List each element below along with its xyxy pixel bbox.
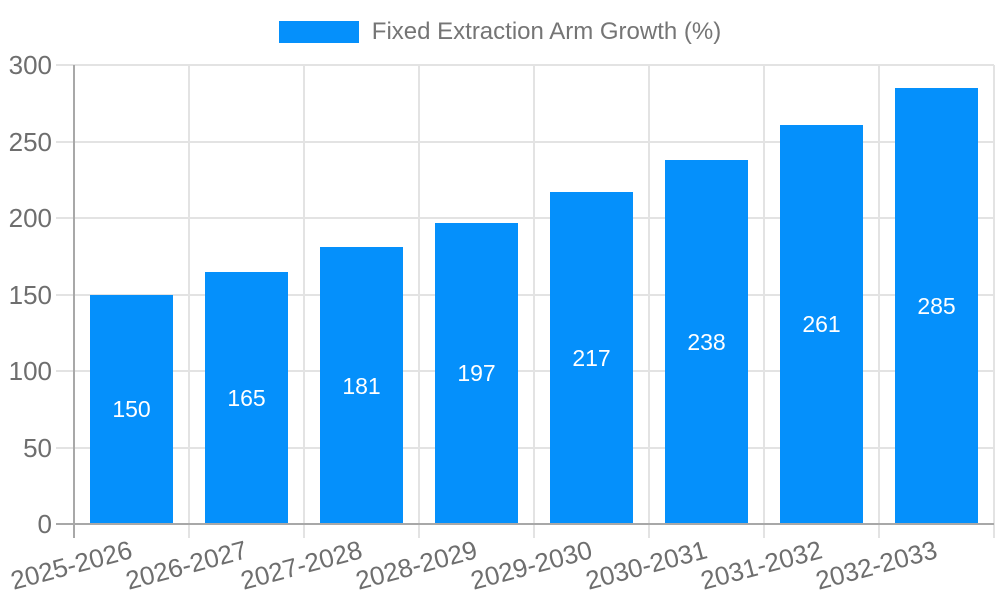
y-gridline <box>56 370 994 372</box>
x-gridline <box>648 65 650 538</box>
y-gridline <box>56 293 994 296</box>
x-axis-category-label: 2030-2031 <box>582 534 711 596</box>
chart-legend: Fixed Extraction Arm Growth (%) <box>0 18 1000 46</box>
y-axis-tick-label: 250 <box>8 126 52 157</box>
x-gridline <box>418 65 420 538</box>
legend-label[interactable]: Fixed Extraction Arm Growth (%) <box>371 18 722 45</box>
bar-value-label: 181 <box>342 372 381 399</box>
bar-2032-2033[interactable] <box>895 87 978 524</box>
bar-value-label: 197 <box>457 360 496 387</box>
bar-2027-2028[interactable] <box>320 247 403 524</box>
bar-value-label: 165 <box>227 384 266 411</box>
bar-2030-2031[interactable] <box>665 159 748 524</box>
bar-value-label: 150 <box>112 396 151 423</box>
x-axis-category-label: 2032-2033 <box>812 534 941 596</box>
bar-2026-2027[interactable] <box>205 271 288 524</box>
x-axis-category-label: 2026-2027 <box>122 534 251 596</box>
x-gridline <box>533 65 535 538</box>
bar-2028-2029[interactable] <box>435 222 518 524</box>
x-axis-line <box>56 523 994 525</box>
x-axis-category-label: 2027-2028 <box>237 534 366 596</box>
y-axis-line <box>73 65 75 538</box>
y-gridline <box>56 140 994 143</box>
x-axis-category-label: 2031-2032 <box>697 534 826 596</box>
x-gridline <box>878 65 880 538</box>
x-axis-category-label: 2029-2030 <box>467 534 596 596</box>
y-axis-tick-label: 300 <box>8 50 52 80</box>
x-gridline <box>993 65 995 538</box>
legend-color-swatch[interactable] <box>278 21 359 43</box>
bar-value-label: 261 <box>802 311 841 338</box>
x-axis-category-label: 2028-2029 <box>352 534 481 596</box>
bar-2031-2032[interactable] <box>780 124 863 524</box>
x-axis-category-label: 2025-2026 <box>7 534 136 596</box>
bar-value-label: 238 <box>687 328 726 355</box>
bar-value-label: 285 <box>917 292 956 319</box>
y-gridline <box>56 64 994 66</box>
x-gridline <box>303 65 305 538</box>
y-axis-tick-label: 200 <box>8 203 52 233</box>
y-gridline <box>56 217 994 219</box>
y-axis-tick-label: 50 <box>23 432 52 463</box>
y-gridline <box>56 446 994 449</box>
x-gridline <box>188 65 190 538</box>
y-axis-tick-label: 150 <box>8 279 52 310</box>
y-axis-tick-label: 0 <box>37 509 52 539</box>
y-axis-tick-label: 100 <box>8 356 52 386</box>
bar-2025-2026[interactable] <box>90 294 173 524</box>
x-gridline <box>763 65 765 538</box>
bar-2029-2030[interactable] <box>550 191 633 524</box>
bar-value-label: 217 <box>572 344 611 371</box>
